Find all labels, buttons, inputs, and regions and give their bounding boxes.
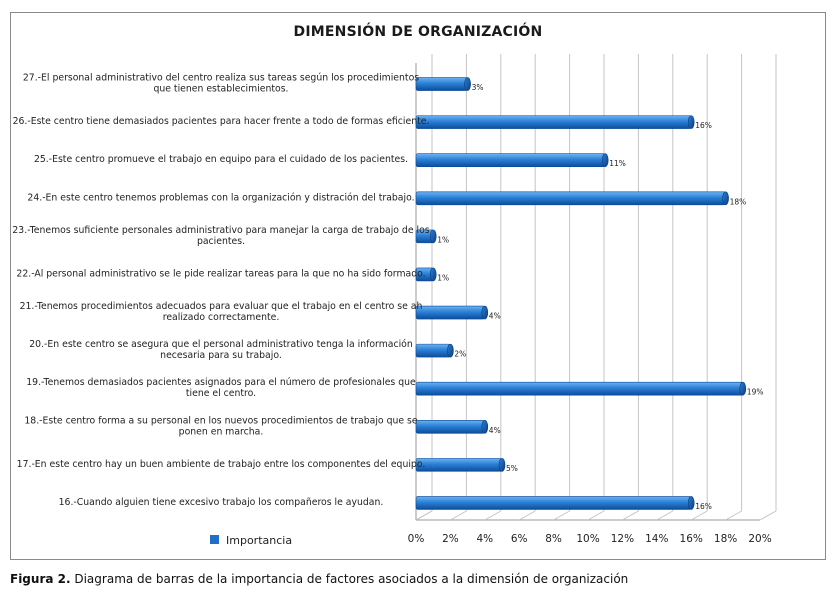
x-tick-label: 8% (545, 533, 562, 545)
category-label: 24.-En este centro tenemos problemas con… (27, 192, 414, 203)
x-tick-label: 18% (714, 533, 737, 545)
x-tick-label: 6% (511, 533, 528, 545)
x-axis-tick-labels: 0% 2% 4% 6% 8% 10% 12% 14% 16% 18% 20% (408, 533, 772, 545)
category-label: 22.-Al personal administrativo se le pid… (16, 268, 425, 279)
category-label: 18.-Este centro forma a su personal en l… (24, 415, 417, 437)
data-label: 16% (695, 121, 712, 130)
bar-cap (498, 458, 506, 472)
bar-cap (429, 229, 437, 244)
bar (415, 381, 744, 396)
gridline-floor (484, 510, 502, 521)
data-label: 1% (437, 235, 449, 244)
x-tick-label: 10% (576, 533, 599, 545)
chart-title: DIMENSIÓN DE ORGANIZACIÓN (293, 24, 543, 40)
x-tick-label: 0% (408, 533, 425, 545)
category-label: 27.-El personal administrativo del centr… (23, 73, 419, 95)
gridline-floor (587, 510, 605, 521)
x-tick-label: 16% (680, 533, 703, 545)
gridline-floor (725, 510, 742, 521)
data-label: 5% (506, 464, 518, 473)
category-label: 25.-Este centro promueve el trabajo en e… (34, 154, 408, 165)
data-label: 4% (489, 426, 501, 435)
bar-cap (722, 191, 729, 206)
gridline-floor (656, 510, 674, 521)
bar-cap (687, 496, 695, 510)
x-tick-label: 12% (611, 533, 634, 545)
gridline-floor (622, 510, 639, 521)
category-label: 17.-En este centro hay un buen ambiente … (17, 459, 426, 470)
bar (415, 458, 503, 472)
bar-cap (429, 267, 437, 282)
bar (415, 153, 606, 168)
x-tick-label: 20% (748, 533, 771, 545)
bar-cap (687, 115, 695, 129)
x-tick-label: 4% (476, 533, 493, 545)
gridline-floor (518, 510, 536, 521)
data-label: 3% (472, 83, 484, 92)
bar-cap (447, 343, 454, 358)
bar-cap (601, 153, 609, 168)
data-label: 1% (437, 273, 449, 282)
category-labels: 27.-El personal administrativo del centr… (12, 73, 429, 508)
data-label: 18% (730, 197, 747, 206)
gridline-floor (759, 510, 777, 521)
bar (415, 305, 486, 320)
category-label: 26.-Este centro tiene demasiados pacient… (13, 116, 430, 127)
x-tick-label: 2% (442, 533, 459, 545)
caption-text: Diagrama de barras de la importancia de … (70, 572, 629, 586)
category-label: 16.-Cuando alguien tiene excesivo trabaj… (59, 497, 384, 508)
bar-cap (481, 305, 489, 320)
data-label: 16% (695, 502, 712, 511)
bar (415, 191, 726, 206)
gridline-floor (415, 510, 433, 521)
legend-label: Importancia (226, 534, 292, 547)
category-label: 20.-En este centro se asegura que el per… (29, 339, 413, 361)
category-label: 19.-Tenemos demasiados pacientes asignad… (26, 377, 416, 399)
bar-cap (464, 77, 471, 91)
data-label: 2% (454, 350, 466, 359)
bar (415, 496, 692, 510)
legend: Importancia (210, 534, 292, 547)
bar (415, 343, 451, 358)
x-tick-label: 14% (645, 533, 668, 545)
figure-caption: Figura 2. Diagrama de barras de la impor… (10, 572, 628, 586)
bar (415, 77, 468, 91)
bar-cap (739, 381, 747, 396)
legend-swatch (210, 535, 219, 544)
bar (415, 115, 692, 129)
caption-label: Figura 2. (10, 572, 71, 586)
data-label: 19% (747, 388, 764, 397)
gridline-floor (450, 510, 467, 521)
gridline-floor (690, 510, 708, 521)
gridline-floor (553, 510, 570, 521)
category-label: 21.-Tenemos procedimientos adecuados par… (20, 301, 423, 323)
grid (415, 54, 777, 521)
data-label: 4% (489, 312, 501, 321)
bar (415, 419, 486, 434)
data-label: 11% (609, 159, 626, 168)
bars: 3% 16% 11% 18% 1% 1% 4% 2% 19% 4% 5% 16% (415, 77, 764, 511)
category-label: 23.-Tenemos suficiente personales admini… (12, 225, 429, 247)
bar-cap (481, 419, 489, 434)
